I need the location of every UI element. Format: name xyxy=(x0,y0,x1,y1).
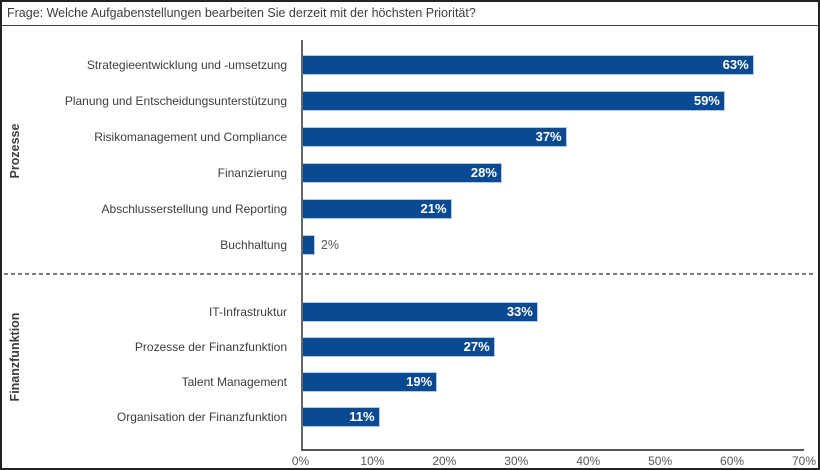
category-label: Abschlusserstellung und Reporting xyxy=(101,202,287,216)
bar-value-label: 21% xyxy=(420,201,447,216)
bar-value-label: 28% xyxy=(470,165,497,180)
category-label: Organisation der Finanzfunktion xyxy=(116,410,287,424)
bar-value-label: 27% xyxy=(463,339,490,354)
bar-row-buchhaltung: Buchhaltung 2% xyxy=(2,235,818,255)
bar-value-label: 11% xyxy=(349,409,375,424)
bar-value-label: 19% xyxy=(406,374,433,389)
bar-row-planung-und-entscheidungsunterst-tzung: Planung und Entscheidungsunterstützung 59… xyxy=(2,91,818,111)
x-axis-tick-label: 0% xyxy=(291,454,310,468)
bar-value-label: 33% xyxy=(506,304,533,319)
bar-value-label: 37% xyxy=(535,129,562,144)
bar: 27% xyxy=(300,337,495,357)
bar-row-talent-management: Talent Management 19% xyxy=(2,372,818,392)
group-divider-dashed-line xyxy=(4,273,816,275)
x-axis-tick-label: 30% xyxy=(504,454,529,468)
bar: 28% xyxy=(300,163,502,183)
bar-row-it-infrastruktur: IT-Infrastruktur 33% xyxy=(2,302,818,322)
category-label: Risikomanagement und Compliance xyxy=(94,130,287,144)
x-axis-tick-label: 60% xyxy=(720,454,745,468)
bar-row-strategieentwicklung-und-umsetzung: Strategieentwicklung und -umsetzung 63% xyxy=(2,55,818,75)
category-label: Planung und Entscheidungsunterstützung xyxy=(64,94,287,108)
bar-row-abschlusserstellung-und-reporting: Abschlusserstellung und Reporting 21% xyxy=(2,199,818,219)
bar-value-label: 59% xyxy=(693,93,720,108)
x-axis-tick-label: 10% xyxy=(360,454,385,468)
bar: 33% xyxy=(300,302,538,322)
bar: 21% xyxy=(300,199,452,219)
bar: 59% xyxy=(300,91,725,111)
x-axis-line xyxy=(300,449,804,451)
bar xyxy=(300,235,315,255)
category-label: Buchhaltung xyxy=(220,238,287,252)
x-axis-tick-label: 20% xyxy=(432,454,457,468)
category-label: Finanzierung xyxy=(217,166,287,180)
category-label: Talent Management xyxy=(181,375,287,389)
category-label: Strategieentwicklung und -umsetzung xyxy=(86,58,287,72)
bar: 37% xyxy=(300,127,567,147)
bar: 63% xyxy=(300,55,754,75)
bar: 11% xyxy=(300,407,380,427)
bar-value-label: 2% xyxy=(320,238,339,252)
x-axis-tick-label: 50% xyxy=(648,454,673,468)
bar-value-label: 63% xyxy=(722,57,749,72)
bar-row-finanzierung: Finanzierung 28% xyxy=(2,163,818,183)
bar-row-organisation-der-finanzfunktion: Organisation der Finanzfunktion 11% xyxy=(2,407,818,427)
bar-row-risikomanagement-und-compliance: Risikomanagement und Compliance 37% xyxy=(2,127,818,147)
bar: 19% xyxy=(300,372,438,392)
category-label: IT-Infrastruktur xyxy=(208,305,287,319)
category-label: Prozesse der Finanzfunktion xyxy=(134,340,287,354)
x-axis-tick-label: 40% xyxy=(576,454,601,468)
y-axis-line xyxy=(300,40,303,451)
x-axis-tick-label: 70% xyxy=(791,454,817,468)
chart-question-title: Frage: Welche Aufgabenstellungen bearbei… xyxy=(2,2,818,26)
bar-row-prozesse-der-finanzfunktion: Prozesse der Finanzfunktion 27% xyxy=(2,337,818,357)
